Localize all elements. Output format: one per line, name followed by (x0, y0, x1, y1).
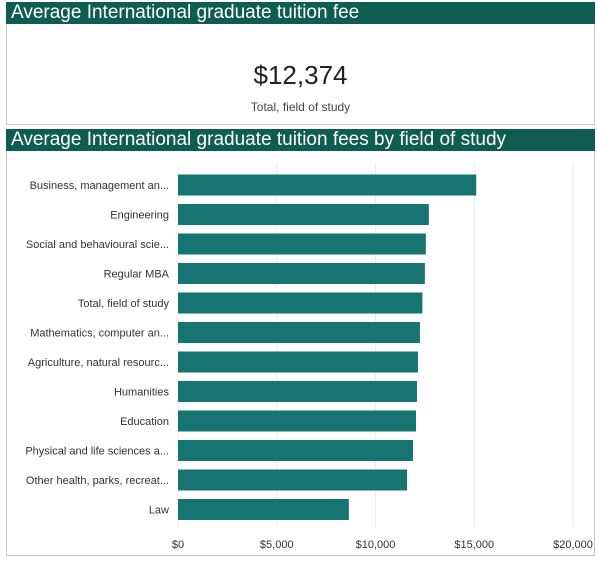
category-label: Other health, parks, recreat... (26, 475, 169, 487)
bar-chart: $0 $5,000 $10,000 $15,000 $20,000 Business, m… (25, 163, 593, 551)
bar[interactable] (178, 174, 477, 196)
category-label: Regular MBA (104, 269, 170, 281)
kpi-label: Total, field of study (250, 100, 351, 114)
category-label: Engineering (110, 210, 169, 222)
category-label: Law (149, 505, 169, 517)
kpi-value: $12,374 (253, 60, 348, 90)
x-tick-label: $15,000 (454, 539, 494, 551)
chart-panel-title: Average International graduate tuition f… (6, 129, 595, 151)
category-label: Physical and life sciences a... (25, 446, 169, 458)
bar[interactable] (178, 410, 416, 432)
bar[interactable] (178, 351, 418, 373)
category-label: Business, management an... (30, 180, 169, 192)
bar[interactable] (178, 204, 429, 225)
x-tick-label: $10,000 (356, 539, 396, 551)
kpi-card: $12,374 Total, field of study (6, 24, 595, 125)
x-tick-label: $5,000 (260, 539, 294, 551)
x-tick-label: $20,000 (553, 539, 593, 551)
bar[interactable] (178, 263, 425, 284)
category-label: Agriculture, natural resourc... (28, 357, 169, 369)
bar[interactable] (178, 440, 414, 461)
bar[interactable] (178, 233, 426, 255)
x-tick-label: $0 (172, 539, 184, 551)
bar[interactable] (178, 469, 408, 491)
category-label: Mathematics, computer an... (30, 328, 169, 340)
category-label: Humanities (114, 387, 170, 399)
bar[interactable] (178, 381, 417, 402)
category-label: Social and behavioural scie... (26, 239, 169, 251)
kpi-panel-title: Average International graduate tuition f… (6, 2, 595, 24)
category-label: Total, field of study (78, 298, 170, 310)
bar[interactable] (178, 322, 420, 343)
bar-chart-panel: $0 $5,000 $10,000 $15,000 $20,000 Business, m… (6, 151, 595, 556)
category-label: Education (120, 416, 169, 428)
bar[interactable] (178, 499, 349, 520)
bar[interactable] (178, 292, 423, 314)
